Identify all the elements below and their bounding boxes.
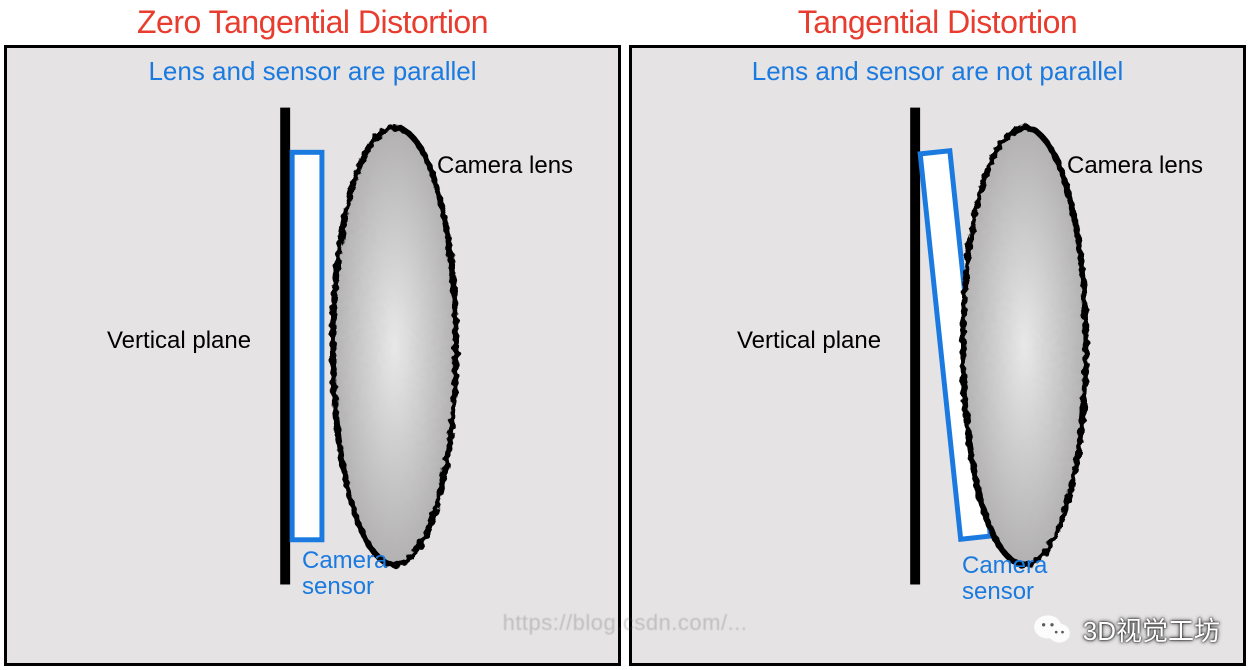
watermark-brand: 3D视觉工坊 (1031, 608, 1220, 650)
right-vertical-plane-label: Vertical plane (737, 328, 881, 354)
watermark-brand-text: 3D视觉工坊 (1083, 611, 1220, 648)
right-camera-lens-label: Camera lens (1067, 153, 1203, 179)
right-vertical-plane (910, 108, 920, 585)
right-title: Tangential Distortion (798, 4, 1077, 41)
left-camera-sensor (292, 152, 322, 539)
left-title: Zero Tangential Distortion (137, 4, 488, 41)
left-camera-lens-label: Camera lens (437, 153, 573, 179)
right-camera-lens (963, 127, 1086, 564)
left-vertical-plane-label: Vertical plane (107, 328, 251, 354)
left-camera-lens (333, 127, 456, 564)
wechat-icon (1031, 608, 1073, 650)
diagram-container: Zero Tangential Distortion Lens and sens… (0, 0, 1250, 670)
right-camera-sensor-label: Camera sensor (962, 553, 1047, 606)
right-box: Lens and sensor are not parallel (629, 45, 1246, 666)
left-box: Lens and sensor are parallel (4, 45, 621, 666)
right-panel: Tangential Distortion Lens and sensor ar… (629, 4, 1246, 666)
watermark-url: https://blog.csdn.com/... (503, 610, 748, 636)
left-camera-sensor-label: Camera sensor (302, 548, 387, 601)
left-panel: Zero Tangential Distortion Lens and sens… (4, 4, 621, 666)
right-diagram (632, 48, 1243, 644)
left-vertical-plane (280, 108, 290, 585)
